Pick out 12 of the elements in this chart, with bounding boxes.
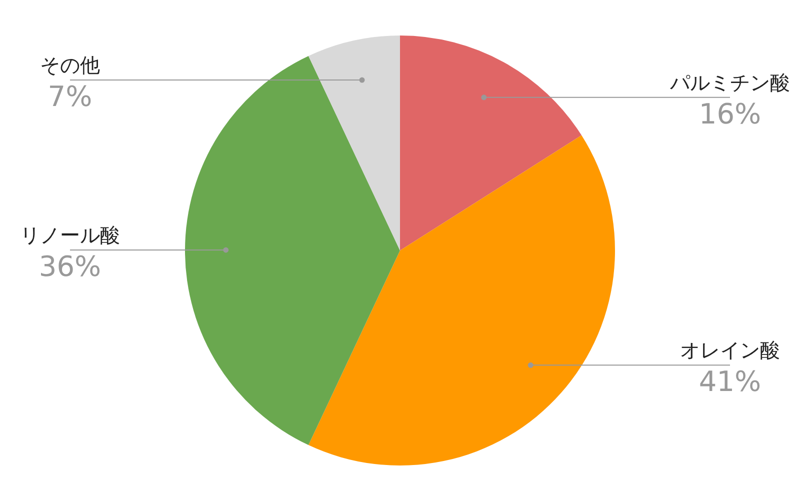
data-label: 36%	[38, 250, 102, 283]
data-label: 16%	[698, 97, 762, 130]
data-label: 7%	[48, 80, 92, 114]
slice-label: その他	[40, 53, 100, 78]
pie-slice	[308, 135, 615, 466]
pie-slice	[308, 36, 400, 250]
slice-label: リノール酸	[20, 223, 120, 247]
pie-slice	[400, 36, 582, 250]
pie-slice	[185, 56, 400, 446]
slice-label: パルミチン酸	[669, 70, 790, 94]
data-label: 41%	[698, 365, 762, 398]
slice-label: オレイン酸	[680, 338, 780, 362]
